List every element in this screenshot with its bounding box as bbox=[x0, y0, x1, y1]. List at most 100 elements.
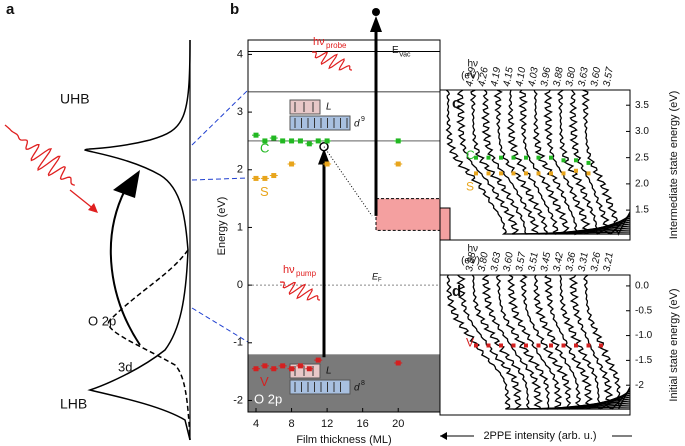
y-tick-label: 0 bbox=[237, 279, 243, 291]
hv-label: 4.29 bbox=[464, 66, 478, 88]
data-point bbox=[297, 363, 303, 369]
panel-label: c bbox=[452, 95, 460, 112]
data-point bbox=[599, 343, 603, 348]
data-point bbox=[474, 155, 478, 160]
series-label: V bbox=[260, 374, 269, 389]
y-tick-label: 2.0 bbox=[635, 179, 649, 190]
hv-label: 3.57 bbox=[514, 251, 528, 273]
hv-label: 4.03 bbox=[527, 66, 541, 88]
spectrum bbox=[495, 274, 631, 410]
series-label: S bbox=[260, 184, 269, 199]
photon-wave bbox=[279, 281, 321, 301]
photon-arrow bbox=[69, 189, 96, 211]
y-tick-label: 4 bbox=[237, 48, 243, 60]
x-tick-label: 12 bbox=[321, 418, 333, 430]
data-point bbox=[524, 171, 528, 176]
spectrum bbox=[469, 89, 631, 235]
config-box bbox=[289, 379, 351, 395]
probe-label: hν bbox=[313, 36, 325, 48]
data-point bbox=[271, 173, 277, 179]
data-point bbox=[280, 138, 286, 144]
panel-label: d bbox=[452, 283, 461, 300]
guide-line bbox=[191, 177, 249, 181]
data-point bbox=[486, 343, 491, 348]
data-point bbox=[586, 171, 591, 176]
data-point bbox=[306, 366, 312, 372]
hv-label: 3.31 bbox=[577, 251, 591, 272]
x-tick-label: 20 bbox=[392, 418, 404, 430]
data-point bbox=[561, 171, 566, 176]
plot-frame bbox=[439, 89, 631, 241]
dos-curve bbox=[84, 39, 191, 441]
spectrum bbox=[533, 274, 631, 410]
panel-label: b bbox=[230, 1, 239, 18]
hv-label: 3.60 bbox=[589, 66, 603, 88]
config-box bbox=[289, 115, 351, 131]
data-point bbox=[586, 343, 591, 348]
spectrum bbox=[519, 274, 631, 410]
data-point bbox=[474, 171, 478, 176]
data-point bbox=[536, 343, 541, 348]
y-axis-label: Initial state energy (eV) bbox=[668, 288, 680, 401]
arrowhead bbox=[113, 170, 140, 198]
data-point bbox=[524, 155, 528, 160]
spectrum bbox=[493, 89, 631, 235]
band-label: UHB bbox=[60, 91, 90, 107]
band-label: 3d bbox=[118, 359, 132, 374]
x-axis-label: 2PPE intensity (arb. u.) bbox=[483, 430, 596, 442]
spectrum bbox=[507, 274, 631, 410]
config-label: d bbox=[354, 119, 360, 130]
data-point bbox=[574, 168, 578, 173]
y-tick-label: -2 bbox=[635, 380, 644, 391]
hv-label: 3.88 bbox=[464, 251, 478, 273]
data-point bbox=[474, 343, 478, 348]
guide-line bbox=[191, 89, 249, 146]
spectrum bbox=[506, 89, 631, 235]
x-tick-label: 16 bbox=[357, 418, 369, 430]
state-box bbox=[375, 198, 441, 231]
hv-label: 4.15 bbox=[502, 66, 516, 88]
config-label: d bbox=[354, 383, 360, 394]
spectrum bbox=[471, 274, 631, 410]
fermi-sub: F bbox=[378, 278, 382, 284]
hv-label: 4.10 bbox=[514, 66, 528, 88]
data-point bbox=[549, 343, 553, 348]
data-point bbox=[549, 171, 553, 176]
y-tick-label: 3.5 bbox=[635, 100, 649, 111]
y-tick-label: 2 bbox=[237, 164, 243, 176]
vacuum-label: E bbox=[392, 45, 399, 56]
x-axis-label: Film thickness (ML) bbox=[296, 434, 391, 446]
spectrum bbox=[481, 274, 631, 410]
hv-label: 3.88 bbox=[552, 66, 566, 88]
data-point bbox=[574, 343, 578, 348]
pump-sub: pump bbox=[296, 269, 317, 278]
data-point bbox=[271, 135, 277, 141]
hv-label: 3.51 bbox=[527, 251, 541, 272]
transfer bbox=[323, 146, 373, 217]
y-tick-label: -1.5 bbox=[635, 355, 653, 366]
hv-label: 4.19 bbox=[489, 66, 503, 88]
y-tick-label: 3 bbox=[237, 106, 243, 118]
vacuum-sub: Vac bbox=[399, 51, 411, 58]
hv-label: 3.45 bbox=[539, 251, 553, 273]
config-label: L bbox=[326, 102, 332, 113]
y-tick-label: -0.5 bbox=[635, 305, 653, 316]
data-point bbox=[324, 138, 330, 144]
data-point bbox=[499, 171, 503, 176]
spectrum bbox=[445, 89, 630, 235]
fermi-label: E bbox=[372, 271, 379, 281]
y-tick-label: 2.5 bbox=[635, 152, 649, 163]
spectrum bbox=[544, 274, 631, 410]
data-point bbox=[574, 158, 578, 163]
arrowhead bbox=[88, 203, 98, 213]
hv-unit: (eV) bbox=[461, 71, 480, 82]
hv-label: 3.63 bbox=[577, 66, 591, 88]
y-tick-label: 0.0 bbox=[635, 281, 649, 292]
x-tick-label: 4 bbox=[253, 418, 259, 430]
config-sup: 8 bbox=[361, 380, 365, 387]
y-tick-label: 1.5 bbox=[635, 205, 649, 216]
data-point bbox=[511, 155, 516, 160]
spectrum bbox=[568, 274, 631, 410]
config-sup: 9 bbox=[361, 116, 365, 123]
